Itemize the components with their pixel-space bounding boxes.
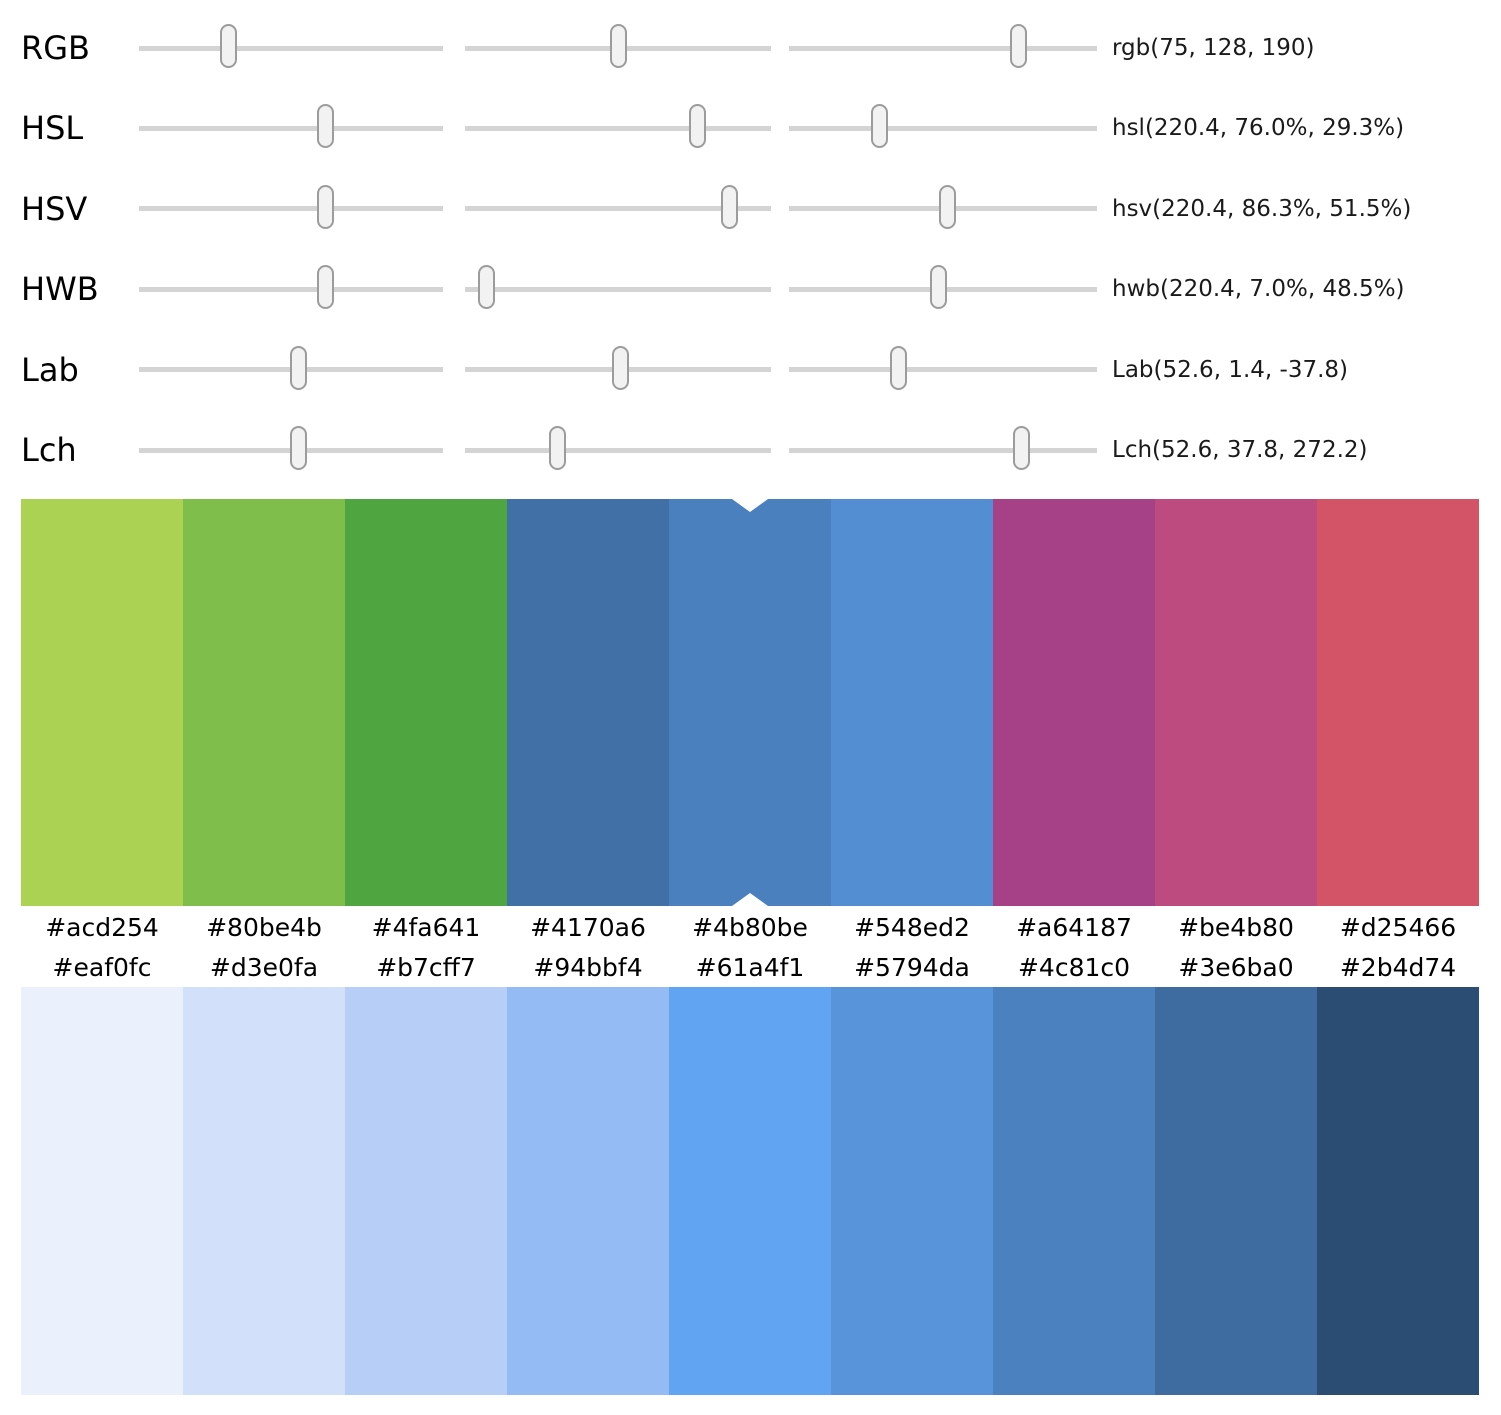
hsv-channel-2-track[interactable] — [465, 184, 771, 229]
lightness-swatch-hex-label: #2b4d74 — [1339, 953, 1457, 982]
slider-row-hsl: HSL hsl(220.4, 76.0%, 29.3%) — [0, 88, 1501, 168]
slider-value-hsv: hsv(220.4, 86.3%, 51.5%) — [1112, 195, 1412, 222]
slider-value-lab: Lab(52.6, 1.4, -37.8) — [1112, 356, 1348, 383]
lightness-swatch[interactable] — [831, 987, 993, 1395]
hsl-channel-3-handle[interactable] — [870, 104, 888, 149]
hue-swatch-hex-label: #4170a6 — [530, 912, 646, 942]
slider-label-hwb: HWB — [21, 270, 99, 309]
lightness-swatch[interactable] — [183, 987, 345, 1395]
slider-label-rgb: RGB — [21, 29, 90, 67]
hue-swatch[interactable] — [1317, 499, 1479, 906]
hue-swatch[interactable] — [669, 499, 831, 906]
lch-channel-1-track[interactable] — [139, 426, 443, 470]
slider-value-hsl: hsl(220.4, 76.0%, 29.3%) — [1112, 115, 1405, 142]
hsl-channel-3-track[interactable] — [789, 104, 1097, 149]
hue-swatch-hex-label: #4b80be — [692, 912, 808, 942]
lab-channel-3-handle[interactable] — [889, 345, 907, 390]
hsv-channel-1-handle[interactable] — [316, 184, 334, 229]
hue-swatch-hex-label: #d25466 — [1339, 912, 1457, 942]
hue-swatch[interactable] — [831, 499, 993, 906]
lightness-palette-labels: #eaf0fc #d3e0fa #b7cff7 #94bbf4 #61a4f1 #5794… — [21, 948, 1479, 987]
lightness-swatch[interactable] — [507, 987, 669, 1395]
hsl-channel-1-handle[interactable] — [316, 104, 334, 149]
lch-channel-1-handle[interactable] — [290, 426, 308, 470]
slider-value-rgb: rgb(75, 128, 190) — [1112, 35, 1315, 61]
hsv-channel-3-handle[interactable] — [939, 184, 957, 229]
hsv-channel-3-track[interactable] — [789, 184, 1097, 229]
slider-row-lch: Lch Lch(52.6, 37.8, 272.2) — [0, 410, 1501, 490]
lab-channel-1-track[interactable] — [139, 345, 443, 390]
slider-section: RGB rgb(75, 128, 190) HSL hsl(220.4, 76.0%,… — [0, 0, 1501, 490]
hue-swatch-hex-label: #acd254 — [45, 912, 159, 942]
hue-swatch[interactable] — [21, 499, 183, 906]
rgb-channel-2-handle[interactable] — [610, 24, 628, 68]
hsl-channel-2-handle[interactable] — [689, 104, 707, 149]
lightness-swatch[interactable] — [1317, 987, 1479, 1395]
hwb-channel-2-handle[interactable] — [477, 265, 495, 310]
selection-notch-top — [732, 499, 768, 512]
lightness-swatch[interactable] — [1155, 987, 1317, 1395]
hue-swatch[interactable] — [1155, 499, 1317, 906]
hue-swatch[interactable] — [993, 499, 1155, 906]
lch-channel-3-handle[interactable] — [1013, 426, 1031, 470]
hue-swatch-hex-label: #be4b80 — [1178, 912, 1294, 942]
lch-channel-2-handle[interactable] — [548, 426, 566, 470]
hue-swatch-hex-label: #4fa641 — [371, 912, 481, 942]
lightness-swatch-hex-label: #4c81c0 — [1017, 953, 1131, 982]
slider-value-lch: Lch(52.6, 37.8, 272.2) — [1112, 437, 1368, 463]
rgb-channel-1-track[interactable] — [139, 24, 443, 68]
hwb-channel-1-track[interactable] — [139, 265, 443, 310]
lch-channel-2-track[interactable] — [465, 426, 771, 470]
hue-swatch[interactable] — [345, 499, 507, 906]
lab-channel-2-track[interactable] — [465, 345, 771, 390]
slider-row-hwb: HWB hwb(220.4, 7.0%, 48.5%) — [0, 249, 1501, 329]
slider-label-hsl: HSL — [21, 109, 84, 148]
lightness-swatch-hex-label: #5794da — [854, 953, 970, 982]
hsl-channel-2-track[interactable] — [465, 104, 771, 149]
hwb-channel-3-handle[interactable] — [929, 265, 947, 310]
lightness-swatch[interactable] — [993, 987, 1155, 1395]
slider-row-lab: Lab Lab(52.6, 1.4, -37.8) — [0, 330, 1501, 410]
slider-value-hwb: hwb(220.4, 7.0%, 48.5%) — [1112, 276, 1405, 303]
rgb-channel-1-handle[interactable] — [219, 24, 237, 68]
slider-label-hsv: HSV — [21, 189, 88, 228]
rgb-channel-3-track[interactable] — [789, 24, 1097, 68]
lab-channel-3-track[interactable] — [789, 345, 1097, 390]
selection-notch-bottom — [732, 893, 768, 906]
lab-channel-1-handle[interactable] — [290, 345, 308, 390]
lightness-swatch[interactable] — [21, 987, 183, 1395]
rgb-channel-3-handle[interactable] — [1009, 24, 1027, 68]
slider-row-hsv: HSV hsv(220.4, 86.3%, 51.5%) — [0, 169, 1501, 249]
hsv-channel-2-handle[interactable] — [720, 184, 738, 229]
hue-swatch[interactable] — [507, 499, 669, 906]
rgb-channel-2-track[interactable] — [465, 24, 771, 68]
hwb-channel-2-track[interactable] — [465, 265, 771, 310]
slider-row-rgb: RGB rgb(75, 128, 190) — [0, 8, 1501, 88]
hue-swatch[interactable] — [183, 499, 345, 906]
lightness-palette — [21, 987, 1479, 1395]
hsv-channel-1-track[interactable] — [139, 184, 443, 229]
hwb-channel-1-handle[interactable] — [316, 265, 334, 310]
hue-swatch-hex-label: #548ed2 — [854, 912, 970, 942]
lab-channel-2-handle[interactable] — [611, 345, 629, 390]
lightness-swatch-hex-label: #eaf0fc — [52, 953, 152, 982]
hue-swatch-hex-label: #80be4b — [206, 912, 322, 942]
lightness-swatch-hex-label: #3e6ba0 — [1178, 953, 1294, 982]
hue-palette — [21, 499, 1479, 906]
lightness-swatch-hex-label: #d3e0fa — [209, 953, 319, 982]
lightness-swatch[interactable] — [345, 987, 507, 1395]
hsl-channel-1-track[interactable] — [139, 104, 443, 149]
slider-label-lab: Lab — [21, 350, 79, 389]
slider-label-lch: Lch — [21, 431, 77, 469]
hue-swatch-hex-label: #a64187 — [1016, 912, 1132, 942]
hue-palette-labels: #acd254 #80be4b #4fa641 #4170a6 #4b80be #548e… — [21, 906, 1479, 948]
lightness-swatch-hex-label: #b7cff7 — [376, 953, 476, 982]
lightness-swatch[interactable] — [669, 987, 831, 1395]
lightness-swatch-hex-label: #61a4f1 — [695, 953, 805, 982]
hwb-channel-3-track[interactable] — [789, 265, 1097, 310]
lightness-swatch-hex-label: #94bbf4 — [533, 953, 643, 982]
lch-channel-3-track[interactable] — [789, 426, 1097, 470]
